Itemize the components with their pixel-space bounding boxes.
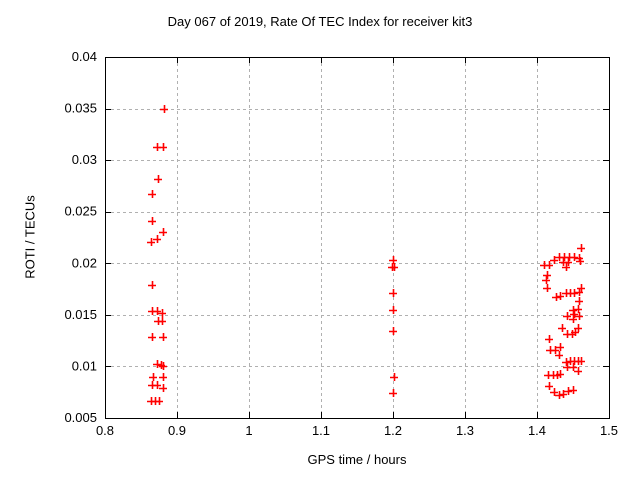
data-point-plus-marker <box>556 343 564 351</box>
x-tick-label: 1.4 <box>528 423 546 438</box>
data-point-plus-marker <box>556 292 564 300</box>
data-point-plus-marker <box>153 381 161 389</box>
data-point-plus-marker <box>159 333 167 341</box>
data-point-plus-marker <box>389 389 397 397</box>
data-point-plus-marker <box>569 306 577 314</box>
data-point-plus-marker <box>389 256 397 264</box>
data-point-plus-marker <box>570 310 578 318</box>
data-point-plus-marker <box>550 256 558 264</box>
data-point-plus-marker <box>568 330 576 338</box>
y-tick-label: 0.04 <box>72 49 97 64</box>
data-point-plus-marker <box>159 373 167 381</box>
y-tick-label: 0.035 <box>64 101 97 116</box>
y-tick-label: 0.02 <box>72 255 97 270</box>
data-point-plus-marker <box>545 261 553 269</box>
data-point-plus-marker <box>562 263 570 271</box>
data-point-plus-marker <box>558 324 566 332</box>
data-point-plus-marker <box>543 271 551 279</box>
data-point-plus-marker <box>577 244 585 252</box>
x-tick-label: 1.2 <box>384 423 402 438</box>
data-point-plus-marker <box>569 363 577 371</box>
data-point-plus-marker <box>574 367 582 375</box>
data-point-plus-marker <box>563 312 571 320</box>
data-point-plus-marker <box>550 388 558 396</box>
data-point-plus-marker <box>577 284 585 292</box>
data-point-plus-marker <box>574 305 582 313</box>
data-point-plus-marker <box>148 281 156 289</box>
data-point-plus-marker <box>570 289 578 297</box>
x-tick-label: 1.3 <box>456 423 474 438</box>
data-point-plus-marker <box>390 373 398 381</box>
data-point-plus-marker <box>154 175 162 183</box>
data-point-plus-marker <box>577 357 585 365</box>
y-tick-label: 0.025 <box>64 204 97 219</box>
data-point-plus-marker <box>576 257 584 265</box>
data-point-plus-marker <box>389 289 397 297</box>
data-point-plus-marker <box>559 390 567 398</box>
y-tick-label: 0.015 <box>64 307 97 322</box>
y-tick-label: 0.01 <box>72 358 97 373</box>
data-point-plus-marker <box>556 370 564 378</box>
data-point-plus-marker <box>148 333 156 341</box>
data-point-plus-marker <box>159 362 167 370</box>
data-point-plus-marker <box>389 327 397 335</box>
data-point-plus-marker <box>160 105 168 113</box>
data-point-plus-marker <box>564 387 572 395</box>
data-point-plus-marker <box>158 309 166 317</box>
data-point-plus-marker <box>564 258 572 266</box>
plot-frame <box>105 57 610 419</box>
data-point-plus-marker <box>159 228 167 236</box>
data-point-plus-marker <box>569 386 577 394</box>
y-tick-label: 0.03 <box>72 152 97 167</box>
data-point-plus-marker <box>575 288 583 296</box>
y-axis-label: ROTI / TECUs <box>22 195 38 279</box>
data-point-plus-marker <box>149 373 157 381</box>
data-point-plus-marker <box>390 263 398 271</box>
x-axis-label: GPS time / hours <box>307 452 407 467</box>
chart-title: Day 067 of 2019, Rate Of TEC Index for r… <box>167 14 473 29</box>
data-point-plus-marker <box>545 382 553 390</box>
data-point-plus-marker <box>155 397 163 405</box>
data-point-plus-marker <box>147 238 155 246</box>
x-tick-label: 1.5 <box>600 423 618 438</box>
data-point-plus-marker <box>551 346 559 354</box>
x-tick-label: 1.1 <box>312 423 330 438</box>
data-point-plus-marker <box>542 276 550 284</box>
data-point-plus-marker <box>545 335 553 343</box>
data-point-plus-marker <box>148 217 156 225</box>
data-point-plus-marker <box>555 351 563 359</box>
data-point-plus-marker <box>575 297 583 305</box>
data-point-plus-marker <box>543 284 551 292</box>
x-tick-label: 1 <box>245 423 252 438</box>
x-tick-label: 0.9 <box>168 423 186 438</box>
x-tick-label: 0.8 <box>96 423 114 438</box>
data-point-plus-marker <box>153 235 161 243</box>
data-point-plus-marker <box>153 360 161 368</box>
data-point-plus-marker <box>389 306 397 314</box>
data-point-plus-marker <box>575 312 583 320</box>
data-point-plus-marker <box>158 317 166 325</box>
data-point-plus-marker <box>571 328 579 336</box>
data-point-plus-marker <box>159 143 167 151</box>
data-point-plus-marker <box>153 307 161 315</box>
data-point-plus-marker <box>569 315 577 323</box>
data-point-plus-marker <box>575 254 583 262</box>
y-tick-label: 0.005 <box>64 410 97 425</box>
data-point-plus-marker <box>570 253 578 261</box>
data-point-plus-marker <box>148 190 156 198</box>
data-point-plus-marker <box>159 384 167 392</box>
